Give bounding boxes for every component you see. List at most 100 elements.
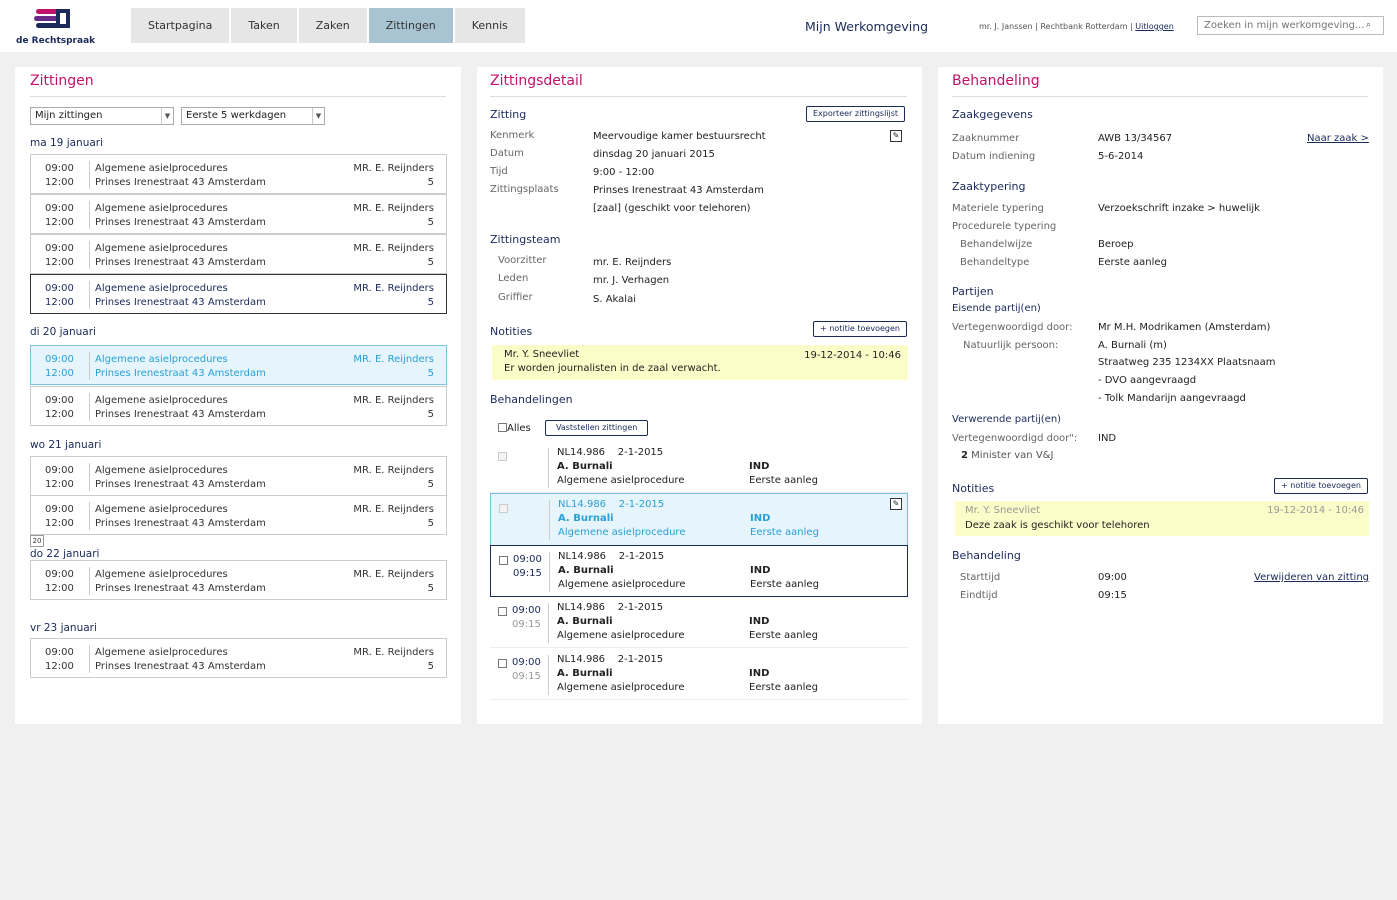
add-note-button[interactable]: + notitie toevoegen [1274,478,1368,494]
party-name: A. Burnali [558,565,614,576]
session-card[interactable]: 09:00 12:00 Algemene asielprocedures Prinse… [30,638,447,678]
period-select[interactable]: Eerste 5 werkdagen ▼ [181,107,325,125]
tab-startpagina[interactable]: Startpagina [131,8,230,43]
eindtijd-value: 09:15 [1098,590,1127,601]
tab-zaken[interactable]: Zaken [298,8,367,43]
checkbox[interactable] [498,659,507,668]
instance: Eerste aanleg [749,475,818,486]
edit-icon[interactable]: ✎ [890,498,902,510]
checkbox[interactable] [498,607,507,616]
checkbox[interactable] [498,423,507,432]
behandeltype-value: Eerste aanleg [1098,257,1167,268]
field-label: Eindtijd [960,590,998,601]
day-header: do 22 januari [30,548,100,560]
logo-text: de Rechtspraak [16,36,96,46]
session-type: Algemene asielprocedures [95,395,228,406]
field-label: Procedurele typering [952,221,1057,232]
behandeling-row[interactable]: 09:00 09:15 NL14.986 2-1-2015 A. Burnali Alg… [490,597,908,648]
verwijderen-link[interactable]: Verwijderen van zitting [1254,572,1370,583]
session-card[interactable]: 09:00 12:00 Algemene asielprocedures Prinse… [30,495,447,535]
end-time: 09:15 [512,671,541,682]
behandeling-row[interactable]: NL14.986 2-1-2015 A. Burnali Algemene asie… [490,442,908,493]
main-nav: Startpagina Taken Zaken Zittingen Kennis [131,8,527,43]
session-location: Prinses Irenestraat 43 Amsterdam [95,583,266,594]
day-header: di 20 januari [30,326,96,338]
end-time: 12:00 [45,479,74,490]
field-label: Datum indiening [952,151,1036,162]
tijd-value: 9:00 - 12:00 [593,167,655,178]
note-date: 19-12-2014 - 10:46 [1267,505,1364,516]
behandeling-row[interactable]: 09:00 09:15 NL14.986 2-1-2015 A. Burnali Alg… [490,649,908,700]
edit-icon[interactable]: ✎ [890,130,902,142]
session-card[interactable]: 09:00 12:00 Algemene asielprocedures Prinse… [30,154,447,194]
session-card[interactable]: 09:00 12:00 Algemene asielprocedures Prinse… [30,386,447,426]
room: 5 [427,661,434,672]
tab-zittingen[interactable]: Zittingen [368,8,453,43]
party-name: A. Burnali [558,513,614,524]
session-type: Algemene asielprocedures [95,203,228,214]
section-title: Notities [490,325,533,338]
opposing-party: IND [750,565,771,576]
checkbox[interactable] [498,452,507,461]
logo-icon [34,9,70,28]
search-input[interactable] [1197,16,1384,35]
start-time: 09:00 [45,243,74,254]
end-time: 12:00 [45,177,74,188]
add-note-button[interactable]: + notitie toevoegen [813,321,907,337]
search-icon[interactable]: ⌕ [1366,20,1372,30]
judge: MR. E. Reijnders [353,647,434,658]
procedure: Algemene asielprocedure [558,527,686,538]
checkbox[interactable] [499,556,508,565]
note-date: 19-12-2014 - 10:46 [804,350,901,361]
end-time: 12:00 [45,297,74,308]
section-title: Zittingsteam [490,233,561,246]
session-card[interactable]: 09:00 12:00 Algemene asielprocedures Prinse… [30,560,447,600]
session-card[interactable]: 09:00 12:00 Algemene asielprocedures Prinse… [30,456,447,496]
day-header: vr 23 januari [30,622,97,634]
logout-link[interactable]: Uitloggen [1135,22,1174,31]
naar-zaak-link[interactable]: Naar zaak > [1307,133,1369,144]
period-value: Eerste 5 werkdagen [186,110,287,121]
room: 5 [427,409,434,420]
divider [30,96,446,97]
session-card[interactable]: 09:00 12:00 Algemene asielprocedures Prinse… [30,345,447,385]
zaaknummer-value: AWB 13/34567 [1098,133,1173,144]
instance: Eerste aanleg [750,527,819,538]
behandeling-row[interactable]: NL14.986 2-1-2015 A. Burnali Algemene asie… [490,493,908,546]
tab-kennis[interactable]: Kennis [454,8,525,43]
panel-title: Behandeling [952,73,1040,89]
case-number: NL14.986 [558,499,607,510]
chevron-down-icon: ▼ [312,108,324,124]
tab-taken[interactable]: Taken [231,8,297,43]
select-all[interactable]: Alles [498,423,531,434]
case-date: 2-1-2015 [618,551,665,562]
end-time: 12:00 [45,518,74,529]
filter-select[interactable]: Mijn zittingen ▼ [30,107,174,125]
case-number: NL14.986 [557,654,606,665]
field-label: Behandelwijze [960,239,1033,250]
plaats-value: Prinses Irenestraat 43 Amsterdam [593,185,764,196]
session-card[interactable]: 09:00 12:00 Algemene asielprocedures Prinse… [30,234,447,274]
judge: MR. E. Reijnders [353,163,434,174]
user-info: mr. J. Janssen | Rechtbank Rotterdam | U… [979,22,1174,31]
voorzitter-value: mr. E. Reijnders [593,257,672,268]
case-number: NL14.986 [557,447,606,458]
vaststellen-button[interactable]: Vaststellen zittingen [545,420,649,436]
divider [490,96,907,97]
behandeling-row[interactable]: 09:00 09:15 NL14.986 2-1-2015 A. Burnali Alg… [490,545,908,597]
session-card[interactable]: 09:00 12:00 Algemene asielprocedures Prinse… [30,274,447,314]
opposing-party: IND [749,461,770,472]
session-location: Prinses Irenestraat 43 Amsterdam [95,368,266,379]
checkbox[interactable] [499,504,508,513]
day-header: ma 19 januari [30,137,104,149]
start-time: 09:00 [45,163,74,174]
session-card[interactable]: 09:00 12:00 Algemene asielprocedures Prinse… [30,194,447,234]
field-label: Kenmerk [490,130,535,141]
procedure: Algemene asielprocedure [557,630,685,641]
court-name: Rechtbank Rotterdam [1040,22,1128,31]
minister-row: 2 Minister van V&J [961,450,1053,461]
field-label: Vertegenwoordigd door: [952,322,1073,333]
leden-value: mr. J. Verhagen [593,275,670,286]
export-button[interactable]: Exporteer zittingslijst [806,106,906,122]
judge: MR. E. Reijnders [353,465,434,476]
